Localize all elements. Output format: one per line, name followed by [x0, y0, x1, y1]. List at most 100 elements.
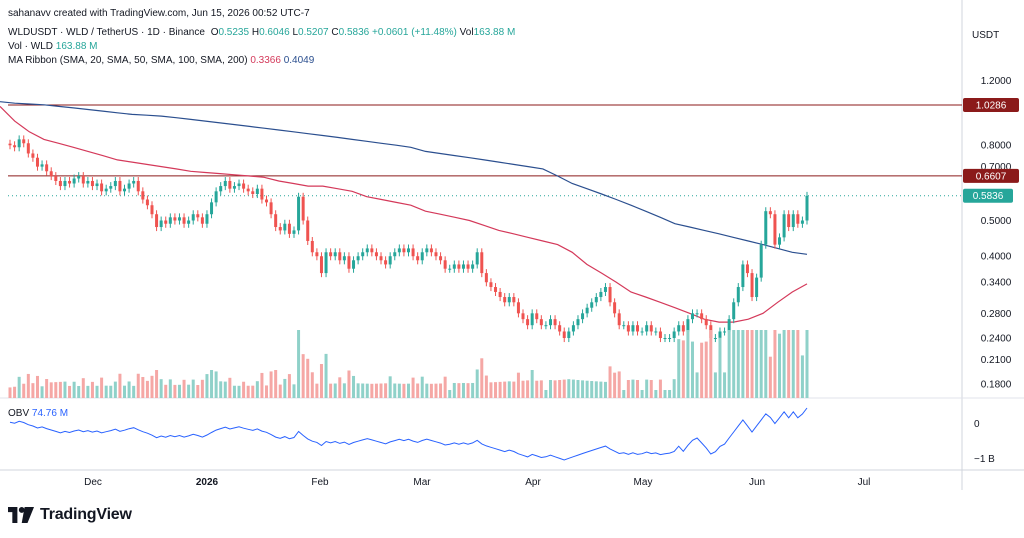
volume-bar — [45, 379, 49, 398]
volume-bar — [223, 381, 227, 398]
candle — [319, 256, 323, 274]
volume-bar — [22, 383, 26, 398]
candle — [480, 252, 484, 274]
candle — [370, 248, 374, 253]
legend-ma-ribbon[interactable]: MA Ribbon (SMA, 20, SMA, 50, SMA, 100, S… — [8, 55, 314, 66]
candle — [507, 297, 511, 303]
candle — [333, 252, 337, 257]
y-tick-label: 0.4000 — [981, 252, 1012, 263]
x-tick-label: Feb — [311, 477, 329, 488]
candle — [553, 319, 557, 326]
volume-bar — [393, 383, 397, 398]
candle — [796, 214, 800, 224]
volume-bar — [571, 379, 575, 398]
candle — [759, 244, 763, 278]
candle — [210, 202, 214, 215]
legend-volume[interactable]: Vol · WLD 163.88 M — [8, 41, 98, 52]
candle — [274, 214, 278, 228]
last-price-label: 0.5836 — [973, 191, 1004, 202]
candle — [283, 223, 287, 231]
volume-bar — [127, 381, 131, 398]
volume-bar — [242, 381, 246, 398]
candle — [338, 252, 342, 261]
candle — [805, 195, 809, 221]
volume-bar — [283, 378, 287, 398]
volume-bar — [736, 330, 740, 398]
candle — [429, 248, 433, 253]
candle — [315, 252, 319, 257]
chart: 1.2000 0.8000 0.7000 0.5000 0.4000 0.3400 0.28… — [0, 0, 1024, 490]
volume-bar — [402, 383, 406, 398]
volume-bar — [443, 376, 447, 398]
y-tick-label: 0.8000 — [981, 141, 1012, 152]
candle — [704, 319, 708, 326]
candle — [278, 227, 282, 231]
candle — [329, 252, 333, 257]
candle — [521, 313, 525, 320]
volume-bar — [370, 383, 374, 398]
volume-bar — [484, 375, 488, 398]
candle — [686, 319, 690, 332]
volume-bar — [512, 381, 516, 398]
candle — [292, 230, 296, 234]
candle — [512, 297, 516, 303]
candle — [310, 240, 314, 253]
volume-bar — [649, 380, 653, 398]
volume-bar — [494, 382, 498, 398]
candle — [45, 164, 49, 172]
ohlc-high: 0.6046 — [259, 27, 290, 38]
volume-bar — [755, 330, 759, 398]
volume-bar — [54, 382, 58, 398]
volume-bar — [480, 358, 484, 398]
volume-bar — [718, 337, 722, 398]
legend-obv[interactable]: OBV 74.76 M — [8, 408, 68, 419]
volume-bar — [40, 386, 44, 398]
volume-bar — [576, 380, 580, 398]
x-tick-label: Mar — [413, 477, 431, 488]
volume-bar — [681, 340, 685, 398]
candle — [764, 211, 768, 245]
candle — [118, 180, 122, 192]
vol-value: 163.88 M — [473, 27, 516, 38]
symbol-name[interactable]: WLDUSDT · WLD / TetherUS · 1D · Binance — [8, 27, 205, 38]
volume-bar — [379, 383, 383, 398]
price-change: +0.0601 (+11.48%) — [372, 27, 457, 38]
volume-bar — [100, 377, 104, 398]
candle — [617, 313, 621, 326]
volume-bar — [177, 384, 181, 398]
candle — [452, 264, 456, 269]
candle — [123, 188, 127, 192]
vol-label: Vol — [459, 27, 474, 38]
candle — [242, 183, 246, 189]
candle — [104, 188, 108, 192]
candle — [649, 325, 653, 332]
volume-bar — [191, 379, 195, 398]
candle — [736, 287, 740, 303]
volume-bar — [251, 385, 255, 398]
candle — [732, 302, 736, 320]
candle — [672, 331, 676, 339]
volume-bar — [352, 375, 356, 398]
candle — [159, 220, 163, 228]
candle — [219, 186, 223, 192]
candle — [402, 248, 406, 253]
candle — [622, 325, 626, 327]
volume-bar — [310, 372, 314, 398]
volume-bar — [407, 383, 410, 398]
volume-bar — [306, 358, 310, 398]
candle — [251, 191, 255, 194]
candle — [631, 325, 635, 332]
x-tick-label: Dec — [84, 477, 102, 488]
candle — [425, 248, 429, 253]
candle — [72, 178, 76, 184]
obv-label: OBV — [8, 408, 30, 419]
candle — [223, 180, 227, 187]
candle — [384, 260, 388, 265]
volume-bar — [297, 330, 301, 398]
candle — [228, 180, 232, 189]
volume-bar — [622, 390, 626, 398]
tradingview-logo[interactable]: TradingView — [8, 506, 132, 524]
volume-bar — [196, 385, 200, 398]
volume-bar — [132, 385, 136, 398]
volume-bar — [416, 383, 420, 398]
